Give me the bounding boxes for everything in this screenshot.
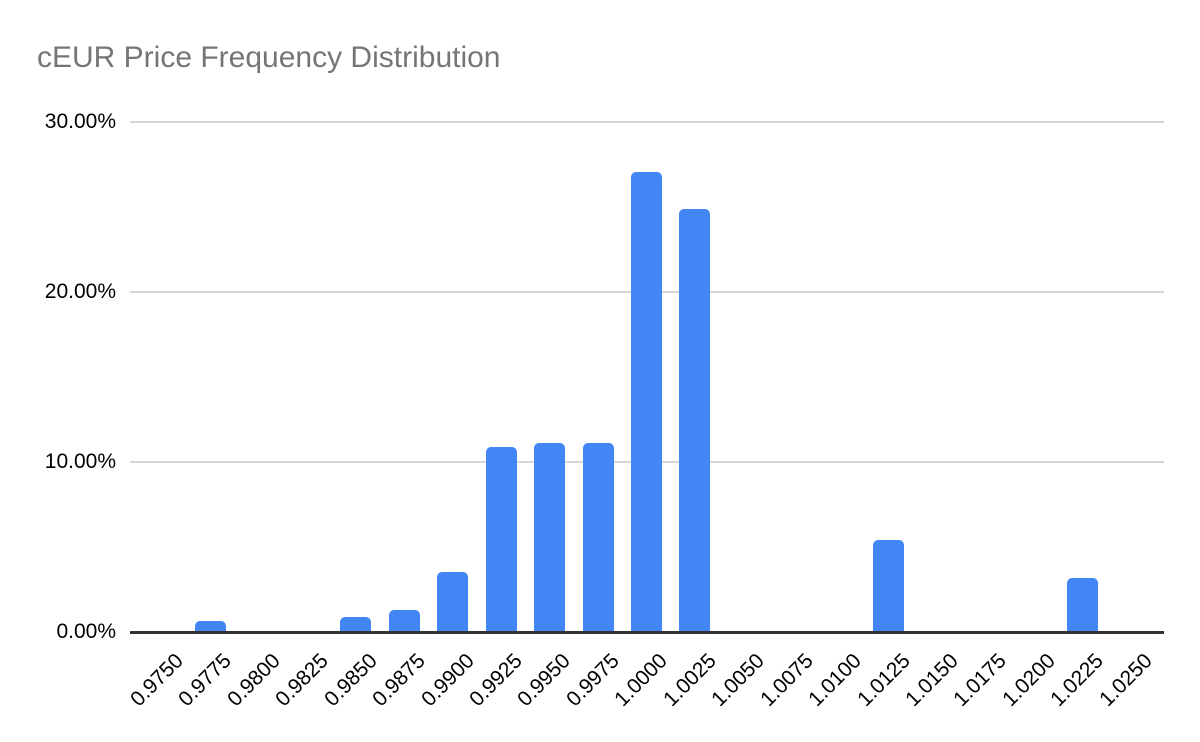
x-tick-label: 0.9975: [561, 649, 624, 711]
bar-0.9925[interactable]: [485, 447, 517, 632]
y-tick-label: 0.00%: [56, 620, 116, 643]
x-tick-label: 0.9750: [125, 649, 188, 711]
bar-1.0000[interactable]: [631, 172, 662, 632]
x-tick-label: 0.9775: [174, 649, 237, 711]
x-tick-label: 0.9800: [222, 649, 285, 711]
bar-0.9950[interactable]: [534, 442, 566, 632]
x-tick-label: 1.0200: [997, 649, 1060, 711]
bar-1.0125[interactable]: [873, 540, 905, 632]
bar-0.9900[interactable]: [437, 571, 469, 632]
x-tick-label: 1.0025: [658, 649, 721, 711]
x-tick-label: 1.0075: [755, 649, 818, 711]
x-tick-label: 1.0150: [901, 649, 963, 711]
bar-1.0025[interactable]: [679, 208, 711, 632]
x-tick-label: 0.9950: [513, 649, 576, 711]
x-tick-label: 1.0100: [804, 649, 866, 711]
y-tick-label: 30.00%: [44, 110, 116, 133]
bar-1.0225[interactable]: [1066, 577, 1098, 632]
chart-title: cEUR Price Frequency Distribution: [37, 41, 501, 74]
bar-0.9975[interactable]: [582, 442, 614, 632]
bar-0.9775[interactable]: [195, 620, 226, 632]
x-tick-label: 1.0225: [1046, 649, 1109, 711]
y-tick-label: 20.00%: [44, 280, 116, 303]
x-tick-label: 0.9825: [271, 649, 333, 711]
y-tick-label: 10.00%: [44, 450, 116, 473]
x-axis-line: [130, 631, 1164, 634]
x-tick-label: 1.0050: [707, 649, 769, 711]
x-tick-label: 1.0000: [610, 649, 673, 711]
x-tick-label: 1.0125: [852, 649, 915, 711]
bar-0.9850[interactable]: [340, 617, 372, 632]
bar-0.9875[interactable]: [388, 609, 420, 632]
x-tick-label: 0.9850: [319, 649, 382, 711]
x-tick-label: 0.9925: [465, 649, 527, 711]
x-tick-label: 0.9875: [368, 649, 430, 711]
x-tick-label: 0.9900: [416, 649, 479, 711]
gridline: [130, 121, 1164, 123]
x-tick-label: 1.0250: [1094, 649, 1157, 711]
x-tick-label: 1.0175: [949, 649, 1012, 711]
